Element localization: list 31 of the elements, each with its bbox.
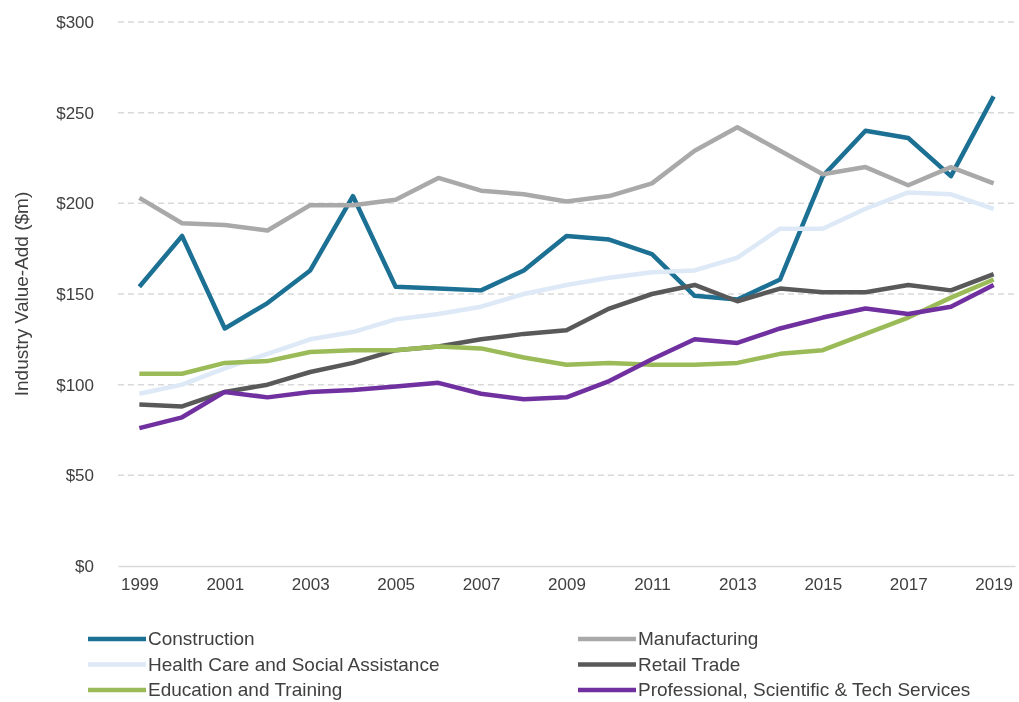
x-tick-label: 2001 — [206, 575, 245, 595]
x-tick-label: 2015 — [804, 575, 843, 595]
line-series — [137, 94, 996, 331]
x-tick-label: 2011 — [634, 575, 671, 595]
legend-label: Retail Trade — [638, 653, 741, 675]
y-tick-label: $100 — [56, 375, 94, 395]
x-tick-label: 2009 — [548, 575, 586, 595]
line-series — [137, 124, 996, 233]
x-tick-label: 2017 — [889, 575, 928, 595]
x-tick-label: 1999 — [120, 575, 159, 595]
x-tick-label: 2013 — [718, 575, 757, 595]
legend-label: Manufacturing — [638, 628, 759, 649]
x-tick-label: 2005 — [377, 575, 416, 595]
x-tick-label: 2019 — [975, 575, 1014, 595]
line-series — [137, 277, 996, 377]
legend-label: Health Care and Social Assistance — [148, 653, 440, 675]
legend-label: Construction — [148, 628, 255, 649]
line-series — [137, 271, 996, 409]
legend-label: Education and Training — [148, 679, 343, 700]
y-tick-label: $300 — [56, 12, 94, 32]
x-tick-label: 2003 — [291, 575, 330, 595]
y-tick-label: $0 — [75, 556, 94, 576]
line-series — [137, 282, 996, 431]
y-tick-label: $250 — [56, 103, 94, 123]
x-tick-label: 2007 — [462, 575, 501, 595]
y-tick-label: $150 — [56, 284, 94, 304]
y-tick-label: $200 — [56, 194, 94, 214]
y-axis-title: Industry Value-Add ($m) — [11, 191, 32, 397]
line-series — [137, 190, 996, 396]
legend-label: Professional, Scientific & Tech Services — [638, 679, 971, 700]
y-tick-label: $50 — [65, 466, 94, 486]
